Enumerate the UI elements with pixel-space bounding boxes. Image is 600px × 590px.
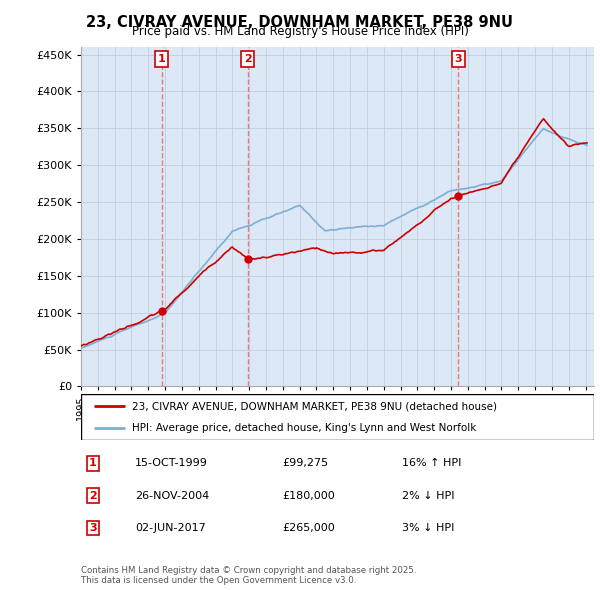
Text: 1: 1 (158, 54, 166, 64)
Text: 26-NOV-2004: 26-NOV-2004 (135, 491, 209, 500)
Text: 15-OCT-1999: 15-OCT-1999 (135, 458, 208, 468)
Text: Contains HM Land Registry data © Crown copyright and database right 2025.
This d: Contains HM Land Registry data © Crown c… (81, 566, 416, 585)
Text: 3: 3 (89, 523, 97, 533)
Text: HPI: Average price, detached house, King's Lynn and West Norfolk: HPI: Average price, detached house, King… (133, 423, 476, 433)
Text: £99,275: £99,275 (282, 458, 328, 468)
Text: 1: 1 (89, 458, 97, 468)
Text: 23, CIVRAY AVENUE, DOWNHAM MARKET, PE38 9NU (detached house): 23, CIVRAY AVENUE, DOWNHAM MARKET, PE38 … (133, 401, 497, 411)
Text: 23, CIVRAY AVENUE, DOWNHAM MARKET, PE38 9NU: 23, CIVRAY AVENUE, DOWNHAM MARKET, PE38 … (86, 15, 514, 30)
Text: Price paid vs. HM Land Registry's House Price Index (HPI): Price paid vs. HM Land Registry's House … (131, 25, 469, 38)
Text: 2: 2 (244, 54, 251, 64)
Text: 02-JUN-2017: 02-JUN-2017 (135, 523, 206, 533)
Text: 16% ↑ HPI: 16% ↑ HPI (402, 458, 461, 468)
Text: 2% ↓ HPI: 2% ↓ HPI (402, 491, 455, 500)
Text: 3% ↓ HPI: 3% ↓ HPI (402, 523, 454, 533)
Text: £265,000: £265,000 (282, 523, 335, 533)
Text: £180,000: £180,000 (282, 491, 335, 500)
Text: 2: 2 (89, 491, 97, 500)
Text: 3: 3 (454, 54, 462, 64)
